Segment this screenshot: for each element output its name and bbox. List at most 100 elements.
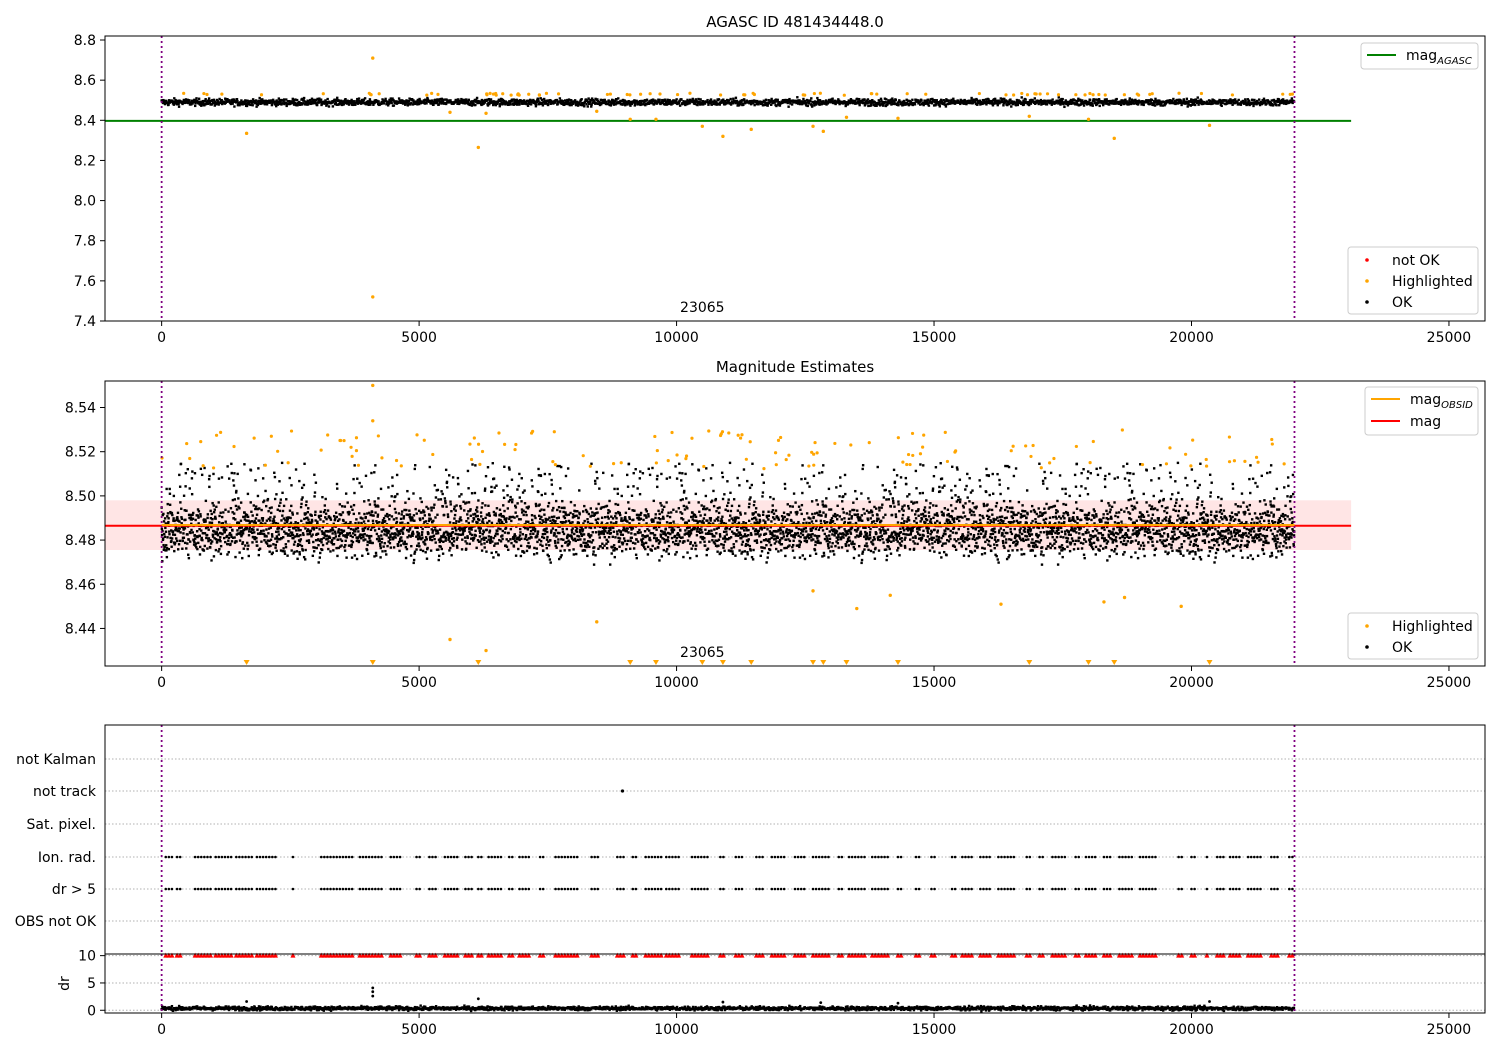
ok-point xyxy=(336,96,339,100)
ok-point xyxy=(601,542,604,545)
ok-point xyxy=(560,554,563,557)
ok-point xyxy=(462,530,465,533)
ok-point xyxy=(295,529,298,532)
ok-point xyxy=(212,555,216,558)
ok-point xyxy=(642,542,645,545)
ok-point xyxy=(555,535,558,538)
ok-point xyxy=(374,464,377,467)
ok-point xyxy=(366,540,369,543)
ok-point xyxy=(410,544,413,548)
ok-point xyxy=(162,548,166,552)
ok-point xyxy=(232,484,236,487)
ok-point xyxy=(443,497,447,500)
ok-point xyxy=(334,535,338,538)
ok-point xyxy=(466,100,470,104)
panel-agasc-magnitude: AGASC ID 481434448.00 5000 10000 15000 20000… xyxy=(74,13,1486,346)
ok-point xyxy=(217,477,221,480)
ok-point xyxy=(805,104,808,107)
highlighted-point xyxy=(749,127,753,132)
ok-point xyxy=(353,464,356,467)
ok-point xyxy=(324,99,327,102)
ok-point xyxy=(288,476,291,480)
ok-point xyxy=(163,535,167,539)
ok-point xyxy=(597,102,601,105)
ok-point xyxy=(637,513,640,517)
ok-point xyxy=(352,477,355,481)
ok-point xyxy=(227,536,231,540)
ok-point xyxy=(206,513,210,516)
ok-point xyxy=(1060,97,1063,101)
ok-point xyxy=(612,99,615,102)
ok-point xyxy=(465,547,468,551)
ok-point xyxy=(1104,101,1108,104)
ok-point xyxy=(380,537,384,541)
ok-point xyxy=(321,495,324,499)
ok-point xyxy=(1041,99,1044,103)
ok-point xyxy=(446,533,449,536)
ok-point xyxy=(496,102,499,105)
ok-point xyxy=(579,100,582,103)
ok-point xyxy=(242,515,245,519)
ok-point xyxy=(247,519,250,522)
ok-point xyxy=(846,103,850,106)
highlighted-point xyxy=(1045,92,1050,96)
ok-point xyxy=(435,100,439,104)
ok-point xyxy=(700,102,704,105)
ok-point xyxy=(179,501,182,504)
ok-point xyxy=(480,515,483,518)
ok-point xyxy=(218,514,221,518)
ok-point xyxy=(853,100,857,103)
ok-point xyxy=(633,99,636,102)
ok-point xyxy=(476,514,479,518)
ok-point xyxy=(1019,101,1023,104)
ok-point xyxy=(1231,103,1234,106)
ok-point xyxy=(442,540,445,543)
ok-point xyxy=(221,521,225,525)
ok-point xyxy=(795,100,799,104)
ok-point xyxy=(301,97,304,101)
highlighted-point xyxy=(259,93,264,97)
ok-point xyxy=(499,518,502,522)
highlighted-point xyxy=(537,93,541,97)
ok-point xyxy=(590,541,593,544)
ok-point xyxy=(1136,103,1140,106)
ok-point xyxy=(332,522,335,525)
ok-point xyxy=(351,535,354,539)
ok-point xyxy=(356,99,359,102)
ok-point xyxy=(166,536,169,539)
ok-point xyxy=(749,102,753,106)
ok-point xyxy=(624,511,628,515)
ok-point xyxy=(445,98,448,101)
ok-point xyxy=(451,527,454,530)
ok-point xyxy=(245,104,249,108)
ok-point xyxy=(571,102,575,105)
ok-point xyxy=(336,519,340,522)
ok-point xyxy=(298,553,301,556)
ok-point xyxy=(319,514,323,518)
ok-point xyxy=(1200,102,1203,106)
ok-point xyxy=(862,101,865,104)
ok-point xyxy=(625,530,628,533)
ok-point xyxy=(437,538,441,541)
ok-point xyxy=(506,494,509,497)
ok-point xyxy=(927,104,931,107)
ok-point xyxy=(1159,102,1163,105)
ok-point xyxy=(268,99,271,102)
ok-point xyxy=(390,525,393,529)
ok-point xyxy=(219,511,222,514)
ok-point xyxy=(742,103,745,106)
ok-point xyxy=(597,547,600,550)
ok-point xyxy=(830,100,834,103)
ok-point xyxy=(777,100,781,104)
ok-point xyxy=(516,99,520,103)
ok-point xyxy=(339,538,342,541)
ok-point xyxy=(1105,99,1108,103)
ok-point xyxy=(483,542,486,545)
ok-point xyxy=(361,517,364,520)
ok-point xyxy=(595,470,598,474)
ok-point xyxy=(1102,101,1106,104)
ok-point xyxy=(881,101,884,104)
ok-point xyxy=(630,536,633,540)
ok-point xyxy=(283,102,286,106)
